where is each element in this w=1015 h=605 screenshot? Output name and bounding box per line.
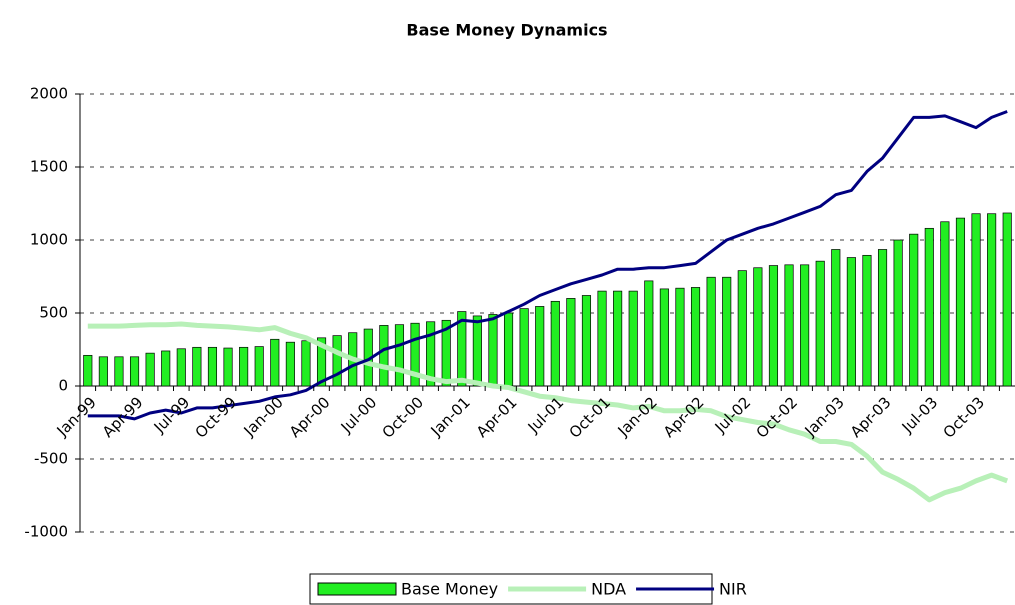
bar (503, 312, 514, 387)
bar (955, 217, 966, 387)
x-tick-label: Jan-01 (427, 393, 474, 440)
bar (831, 249, 841, 387)
bar (519, 308, 529, 387)
x-tick-label: Oct-00 (379, 393, 427, 441)
bar (426, 321, 436, 387)
legend-label: Base Money (401, 580, 498, 599)
bar (316, 337, 327, 387)
bar (239, 346, 249, 387)
x-tick-label: Oct-03 (940, 393, 988, 441)
x-tick-label: Jan-02 (614, 393, 661, 440)
bar (659, 288, 669, 387)
x-tick-label: Apr-01 (473, 393, 521, 441)
bar (597, 290, 607, 387)
line-2 (87, 110, 1008, 421)
line-1 (87, 321, 1009, 503)
bar (161, 350, 171, 387)
bar (223, 347, 233, 387)
x-tick-label: Oct-02 (753, 393, 801, 441)
bar (488, 314, 498, 387)
bar (129, 356, 140, 387)
y-tick-label: 1500 (30, 158, 68, 176)
bar (909, 233, 919, 387)
bar (254, 346, 264, 387)
bar (145, 352, 155, 387)
bar (722, 276, 732, 387)
bar (98, 356, 108, 387)
bar (753, 267, 763, 387)
x-tick-label: Jan-03 (801, 393, 848, 440)
bar (675, 287, 685, 387)
bar (535, 306, 545, 387)
bar (768, 265, 779, 387)
bar (410, 322, 420, 387)
x-tick-label: Apr-03 (847, 393, 895, 441)
bar (176, 348, 186, 387)
y-tick-label: 2000 (30, 85, 68, 103)
bar (613, 290, 623, 387)
y-tick-label: -1000 (24, 523, 68, 541)
bar (472, 315, 482, 387)
bar (550, 300, 560, 387)
bar (441, 319, 451, 387)
bar (285, 341, 295, 387)
bar (332, 335, 342, 387)
bar (114, 356, 124, 387)
legend-label: NDA (591, 580, 626, 599)
bar (800, 264, 810, 387)
bar (846, 257, 856, 387)
x-tick-label: Jul-00 (337, 393, 381, 437)
bar (706, 276, 716, 387)
legend-label: NIR (719, 580, 747, 599)
x-tick-label: Jul-01 (524, 393, 568, 437)
bar (971, 213, 981, 387)
y-tick-label: 500 (39, 304, 68, 322)
bar (628, 290, 638, 387)
y-tick-label: 1000 (30, 231, 68, 249)
bar (457, 311, 467, 387)
bar (566, 298, 576, 387)
x-tick-label: Apr-00 (286, 393, 334, 441)
bar (690, 287, 701, 387)
bar (581, 295, 592, 387)
bar (207, 346, 218, 387)
x-tick-label: Jul-99 (150, 393, 194, 437)
bar (815, 260, 825, 387)
bar (192, 346, 202, 387)
bar (379, 325, 389, 387)
bar (893, 239, 903, 387)
bar (877, 249, 888, 387)
bar (862, 254, 872, 387)
bar (301, 340, 311, 387)
bar (644, 280, 654, 387)
x-tick-label: Oct-99 (192, 393, 240, 441)
chart-title: Base Money Dynamics (406, 21, 607, 40)
bar (394, 324, 405, 387)
bar (987, 213, 997, 387)
bar (784, 264, 794, 387)
bar (924, 227, 934, 387)
bar (940, 221, 950, 387)
bar (1002, 212, 1012, 387)
bar (83, 354, 93, 387)
x-tick-label: Apr-02 (660, 393, 708, 441)
y-tick-label: -500 (34, 450, 68, 468)
y-tick-label: 0 (58, 377, 68, 395)
legend-swatch (317, 582, 397, 596)
bar (270, 338, 280, 387)
x-tick-label: Jul-03 (898, 393, 942, 437)
bar (737, 270, 747, 387)
